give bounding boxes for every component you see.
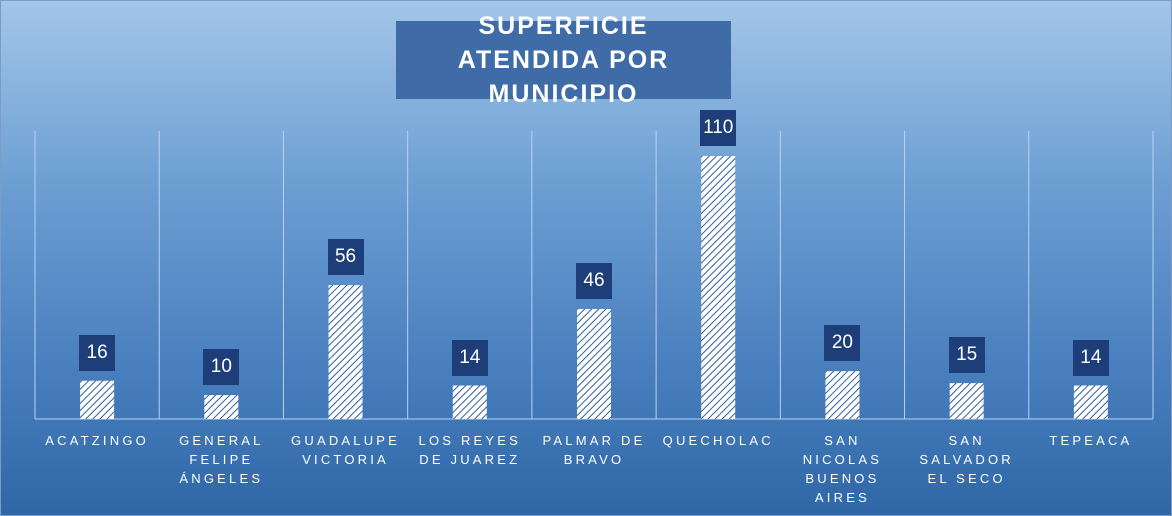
data-label: 20 bbox=[824, 325, 861, 362]
bar bbox=[80, 380, 115, 419]
bar bbox=[577, 309, 611, 419]
data-label: 14 bbox=[451, 339, 488, 376]
x-tick-label: GUADALUPE VICTORIA bbox=[291, 433, 401, 467]
data-label: 110 bbox=[700, 110, 737, 146]
data-label: 10 bbox=[203, 349, 240, 386]
x-tick-label: SAN SALVADOR EL SECO bbox=[919, 433, 1014, 486]
x-tick-label: QUECHOLAC bbox=[662, 433, 774, 448]
chart-title: SUPERFICIE ATENDIDA POR MUNICIPIO bbox=[396, 12, 731, 108]
data-label: 56 bbox=[327, 239, 364, 276]
bar bbox=[949, 383, 984, 419]
bar bbox=[1073, 385, 1108, 419]
data-label: 15 bbox=[948, 337, 985, 374]
data-label: 46 bbox=[576, 263, 612, 300]
bar bbox=[452, 385, 487, 419]
x-tick-label: LOS REYES DE JUAREZ bbox=[418, 433, 522, 467]
data-label: 14 bbox=[1072, 339, 1109, 376]
bar bbox=[701, 156, 736, 419]
x-tick-label: PALMAR DE BRAVO bbox=[542, 433, 646, 467]
bar bbox=[825, 371, 860, 419]
data-label: 16 bbox=[79, 334, 116, 371]
x-tick-label: SAN NICOLAS BUENOS AIRES bbox=[802, 433, 883, 505]
bar bbox=[328, 285, 363, 419]
x-tick-label: TEPEACA bbox=[1049, 433, 1133, 448]
x-tick-label: GENERAL FELIPE ÁNGELES bbox=[179, 433, 264, 486]
x-tick-label: ACATZINGO bbox=[45, 433, 149, 448]
bar bbox=[204, 395, 239, 419]
